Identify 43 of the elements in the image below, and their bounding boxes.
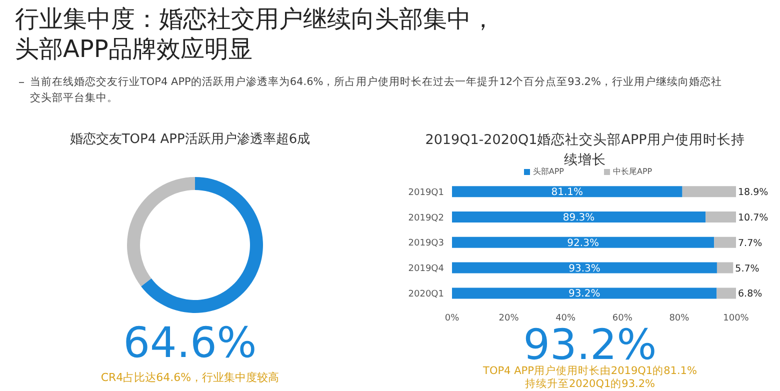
- x-tick-label: 20%: [498, 313, 520, 324]
- bar: [716, 288, 736, 299]
- x-tick-label: 80%: [669, 313, 690, 324]
- legend-label: 中长尾APP: [613, 167, 652, 176]
- text: 头部APP品牌效应明显: [15, 34, 254, 64]
- y-tick-label: 2019Q4: [408, 264, 444, 274]
- x-tick-label: 100%: [723, 313, 750, 324]
- text: 64.6%: [122, 318, 258, 367]
- data-label: 92.3%: [567, 238, 599, 249]
- data-label: 6.8%: [738, 288, 762, 300]
- x-tick-label: 60%: [612, 313, 633, 324]
- data-label: 93.3%: [568, 263, 600, 274]
- bar: [452, 236, 714, 248]
- bar: [452, 262, 717, 274]
- data-label: 93.2%: [568, 288, 600, 300]
- chart-title: 2019Q1-2020Q1婚恋社交头部APP用户使用时长持续增长: [425, 132, 745, 168]
- x-tick-label: 40%: [556, 313, 576, 324]
- data-label: 81.1%: [551, 187, 584, 198]
- bar: [714, 236, 736, 248]
- text: 行业集中度：婚恋社交用户继续向头部集中，: [15, 4, 496, 34]
- bar: [682, 186, 736, 198]
- data-label: 89.3%: [562, 212, 595, 224]
- bar: [452, 212, 706, 223]
- data-label: 18.9%: [738, 187, 768, 198]
- bar: [452, 288, 717, 299]
- y-tick-label: 2020Q1: [408, 289, 444, 300]
- chart-title: 婚恋交友TOP4 APP活跃用户渗透率超6成: [68, 131, 312, 148]
- bar: [452, 186, 682, 198]
- y-tick-label: 2019Q1: [408, 188, 444, 198]
- text: 当前在线婚恋交友行业TOP4 APP的活跃用户渗透率为64.6%，所占用户使用时长在过去一年提升12个百分点至93.2%，行业用户继续向婚恋社交头部平台集中。: [30, 75, 723, 106]
- bar: [716, 262, 734, 274]
- text: 持续升至2020Q1的93.2%: [524, 377, 656, 391]
- data-label: 10.7%: [738, 212, 768, 224]
- donut-slice: [141, 177, 263, 313]
- y-tick-label: 2019Q2: [408, 213, 444, 224]
- text: CR4占比达64.6%，行业集中度较高: [100, 370, 280, 385]
- data-label: 7.7%: [738, 238, 762, 249]
- x-tick-label: 0%: [444, 313, 460, 324]
- legend-label: 头部APP: [532, 166, 564, 177]
- donut-slice: [127, 177, 195, 286]
- y-tick-label: 2019Q3: [408, 238, 444, 249]
- data-label: 5.7%: [735, 263, 760, 274]
- bar: [706, 212, 736, 223]
